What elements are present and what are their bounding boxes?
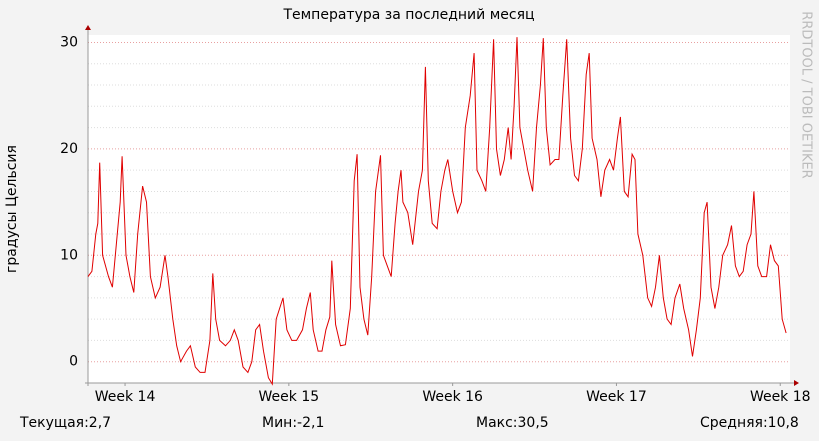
y-tick-label: 20 <box>60 141 78 157</box>
stat-max: Макс:30,5 <box>476 415 549 431</box>
stat-current: Текущая:2,7 <box>19 415 111 431</box>
y-tick-label: 0 <box>69 354 78 370</box>
stat-min: Мин:-2,1 <box>262 415 324 431</box>
x-tick-label: Week 16 <box>422 389 483 405</box>
x-tick-label: Week 15 <box>259 389 320 405</box>
y-axis-label: градусы Цельсия <box>4 145 20 273</box>
y-tick-label: 30 <box>60 34 78 50</box>
data-line <box>87 37 787 386</box>
x-axis-arrow <box>794 380 799 386</box>
y-axis-arrow <box>85 25 91 30</box>
watermark: RRDTOOL / TOBI OETIKER <box>799 11 814 178</box>
x-tick-label: Week 14 <box>95 389 156 405</box>
x-tick-label: Week 17 <box>586 389 647 405</box>
chart-title: Температура за последний месяц <box>282 7 534 23</box>
x-tick-label: Week 18 <box>750 389 811 405</box>
stat-average: Средняя:10,8 <box>700 415 799 431</box>
y-tick-label: 10 <box>60 247 78 263</box>
